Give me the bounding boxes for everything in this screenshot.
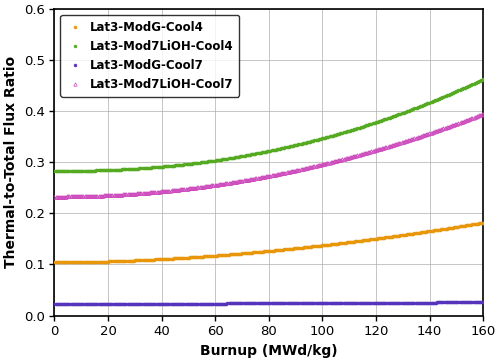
Lat3-Mod7LiOH-Cool7	[221, 181, 227, 186]
Lat3-ModG-Cool4	[321, 243, 327, 247]
Line: Lat3-ModG-Cool7: Lat3-ModG-Cool7	[53, 301, 484, 306]
Lat3-ModG-Cool4	[52, 260, 58, 265]
Lat3-ModG-Cool7	[191, 302, 197, 306]
Lat3-Mod7LiOH-Cool4	[361, 124, 367, 129]
Lat3-Mod7LiOH-Cool4	[221, 157, 227, 161]
Lat3-ModG-Cool7	[103, 302, 109, 306]
Lat3-Mod7LiOH-Cool7	[321, 162, 327, 166]
Lat3-ModG-Cool7	[52, 302, 58, 307]
Line: Lat3-Mod7LiOH-Cool7: Lat3-Mod7LiOH-Cool7	[52, 112, 485, 198]
Lat3-Mod7LiOH-Cool7	[361, 151, 367, 156]
Lat3-ModG-Cool4	[103, 260, 109, 264]
Line: Lat3-Mod7LiOH-Cool4: Lat3-Mod7LiOH-Cool4	[53, 78, 484, 172]
Lat3-Mod7LiOH-Cool7	[480, 112, 486, 116]
Lat3-ModG-Cool4	[361, 238, 367, 243]
Lat3-ModG-Cool7	[363, 301, 369, 305]
Line: Lat3-ModG-Cool4: Lat3-ModG-Cool4	[53, 221, 484, 264]
Lat3-ModG-Cool4	[191, 255, 197, 259]
Lat3-Mod7LiOH-Cool7	[363, 151, 369, 155]
Lat3-ModG-Cool7	[321, 301, 327, 305]
Lat3-Mod7LiOH-Cool4	[103, 168, 109, 172]
Lat3-Mod7LiOH-Cool7	[103, 193, 109, 198]
X-axis label: Burnup (MWd/kg): Burnup (MWd/kg)	[200, 344, 338, 358]
Lat3-Mod7LiOH-Cool4	[191, 161, 197, 165]
Lat3-Mod7LiOH-Cool4	[52, 169, 58, 173]
Lat3-ModG-Cool4	[480, 220, 486, 225]
Lat3-ModG-Cool7	[480, 300, 486, 304]
Lat3-Mod7LiOH-Cool7	[52, 194, 58, 199]
Lat3-ModG-Cool4	[363, 238, 369, 242]
Lat3-ModG-Cool4	[221, 253, 227, 257]
Lat3-Mod7LiOH-Cool4	[480, 77, 486, 81]
Lat3-Mod7LiOH-Cool4	[363, 123, 369, 128]
Lat3-ModG-Cool7	[361, 301, 367, 305]
Lat3-Mod7LiOH-Cool4	[321, 136, 327, 140]
Lat3-Mod7LiOH-Cool7	[191, 186, 197, 190]
Lat3-ModG-Cool7	[221, 301, 227, 306]
Y-axis label: Thermal-to-Total Flux Ratio: Thermal-to-Total Flux Ratio	[4, 56, 18, 269]
Legend: Lat3-ModG-Cool4, Lat3-Mod7LiOH-Cool4, Lat3-ModG-Cool7, Lat3-Mod7LiOH-Cool7: Lat3-ModG-Cool4, Lat3-Mod7LiOH-Cool4, La…	[60, 15, 240, 97]
